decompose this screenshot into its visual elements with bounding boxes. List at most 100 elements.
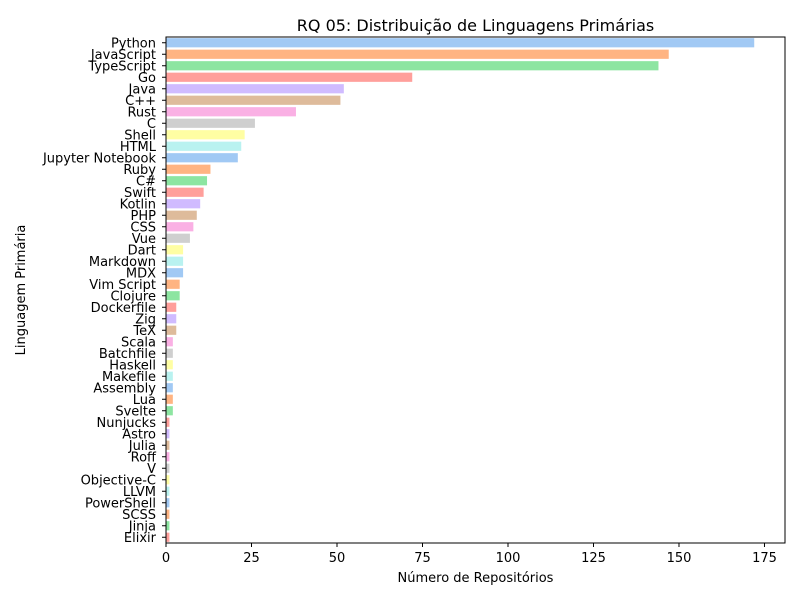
bar-typescript (166, 61, 659, 71)
bar-php (166, 210, 197, 220)
bar-jinja (166, 521, 170, 531)
y-tick-label: Rust (127, 105, 156, 120)
y-tick-label: HTML (120, 140, 157, 155)
y-tick-label: Jinja (128, 519, 156, 534)
bar-rust (166, 107, 296, 117)
bar-jupyter-notebook (166, 153, 238, 163)
bar-dart (166, 245, 184, 255)
bar-markdown (166, 256, 184, 266)
bar-dockerfile (166, 302, 177, 312)
y-axis-ticks: PythonJavaScriptTypeScriptGoJavaC++RustC… (42, 36, 166, 546)
y-tick-label: V (147, 462, 156, 477)
y-tick-label: Astro (122, 427, 156, 442)
y-tick-label: CSS (130, 220, 156, 235)
y-tick-label: C# (136, 174, 156, 189)
x-tick-label: 175 (752, 551, 777, 566)
bar-javascript (166, 49, 669, 59)
y-tick-label: C (147, 117, 156, 132)
y-tick-label: JavaScript (90, 48, 156, 63)
y-tick-label: Clojure (110, 289, 156, 304)
y-tick-label: C++ (125, 94, 156, 109)
bar-ruby (166, 164, 211, 174)
bar-astro (166, 429, 170, 439)
bar-python (166, 38, 755, 48)
y-tick-label: Vue (132, 232, 156, 247)
y-tick-label: Svelte (115, 404, 156, 419)
x-tick-label: 50 (329, 551, 346, 566)
y-tick-label: Zig (135, 312, 156, 327)
bar-java (166, 84, 344, 94)
y-tick-label: PowerShell (85, 496, 156, 511)
bar-go (166, 72, 413, 82)
bar-elixir (166, 532, 170, 542)
bar-nunjucks (166, 417, 170, 427)
y-tick-label: Kotlin (120, 197, 156, 212)
bar-html (166, 141, 242, 151)
y-axis-label: Linguagem Primária (14, 225, 29, 356)
y-tick-label: TypeScript (87, 59, 156, 74)
bar-tex (166, 325, 177, 335)
x-tick-label: 100 (496, 551, 521, 566)
x-tick-label: 150 (667, 551, 692, 566)
bar-vim-script (166, 279, 180, 289)
y-tick-label: Roff (131, 450, 157, 465)
y-tick-label: Swift (124, 186, 156, 201)
y-tick-label: Java (128, 82, 156, 97)
bar-zig (166, 314, 177, 324)
x-tick-label: 25 (243, 551, 260, 566)
bar-lua (166, 394, 173, 404)
y-tick-label: Haskell (109, 358, 156, 373)
y-tick-label: Markdown (89, 255, 156, 270)
y-tick-label: Dockerfile (91, 301, 156, 316)
plot-frame (165, 36, 786, 544)
y-tick-label: MDX (126, 266, 156, 281)
bars-group (166, 38, 755, 542)
y-tick-label: Scala (121, 335, 156, 350)
bar-mdx (166, 268, 184, 278)
bar-clojure (166, 291, 180, 301)
bar-batchfile (166, 348, 173, 358)
y-tick-label: Nunjucks (96, 416, 156, 431)
y-tick-label: Python (111, 36, 156, 51)
x-tick-label: 75 (414, 551, 431, 566)
x-axis-ticks: 0 25 50 75 100 125 150 175 (162, 543, 777, 566)
y-tick-label: Objective-C (81, 473, 156, 488)
bar-scss (166, 509, 170, 519)
bar-llvm (166, 486, 170, 496)
chart-title: RQ 05: Distribuição de Linguagens Primár… (297, 16, 654, 35)
y-tick-label: LLVM (123, 485, 156, 500)
bar-powershell (166, 498, 170, 508)
y-tick-label: Vim Script (89, 278, 156, 293)
y-tick-label: TeX (132, 324, 156, 339)
y-tick-label: Julia (128, 439, 156, 454)
bar-c (166, 118, 255, 128)
bar-shell (166, 130, 245, 140)
bar-julia (166, 440, 170, 450)
y-tick-label: Lua (133, 393, 156, 408)
y-tick-label: Ruby (123, 163, 156, 178)
y-tick-label: Assembly (93, 381, 156, 396)
bar-scala (166, 337, 173, 347)
bar-css (166, 222, 194, 232)
y-tick-label: Elixir (124, 531, 157, 546)
bar-swift (166, 187, 204, 197)
bar-c (166, 176, 208, 186)
x-tick-label: 0 (162, 551, 170, 566)
y-tick-label: SCSS (122, 508, 156, 523)
bar-c (166, 95, 341, 105)
bar-v (166, 463, 170, 473)
bar-assembly (166, 383, 173, 393)
x-tick-label: 125 (581, 551, 606, 566)
y-tick-label: Go (138, 71, 156, 86)
y-tick-label: Shell (124, 128, 156, 143)
y-tick-label: Makefile (102, 370, 156, 385)
bar-vue (166, 233, 190, 243)
bar-kotlin (166, 199, 201, 209)
bar-objective-c (166, 475, 170, 485)
y-tick-label: Batchfile (99, 347, 156, 362)
bar-svelte (166, 406, 173, 416)
bar-makefile (166, 371, 173, 381)
bar-roff (166, 452, 170, 462)
bar-haskell (166, 360, 173, 370)
